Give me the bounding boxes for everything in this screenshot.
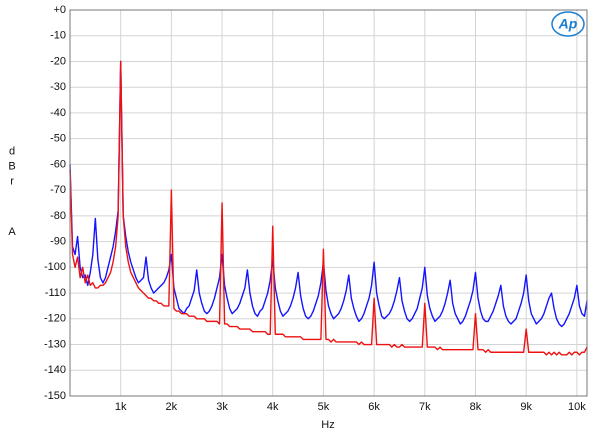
y-tick-label: -100	[44, 261, 66, 273]
y-tick-label: -30	[50, 81, 66, 93]
plot-frame	[69, 9, 588, 397]
y-tick-label: -60	[50, 158, 66, 170]
y-axis-label: A	[8, 226, 16, 238]
y-tick-label: -150	[44, 390, 66, 402]
x-tick-label: 1k	[115, 401, 127, 413]
y-tick-label: -80	[50, 210, 66, 222]
x-tick-label: 4k	[267, 401, 279, 413]
y-tick-label: +0	[53, 4, 66, 16]
y-tick-label: -90	[50, 236, 66, 248]
logo-text: Ap	[558, 16, 578, 32]
series-line	[69, 60, 588, 328]
x-tick-label: 9k	[520, 401, 532, 413]
logo-ring	[551, 11, 585, 37]
y-tick-label: -10	[50, 30, 66, 42]
x-tick-label: 2k	[166, 401, 178, 413]
y-tick-label: -70	[50, 184, 66, 196]
y-tick-label: -130	[44, 338, 66, 350]
y-tick-label: -40	[50, 107, 66, 119]
series-line	[69, 60, 588, 356]
y-tick-label: -120	[44, 313, 66, 325]
y-tick-label: -50	[50, 133, 66, 145]
y-tick-label: -110	[45, 287, 66, 299]
x-tick-label: 5k	[318, 401, 330, 413]
y-tick-label: -20	[50, 55, 66, 67]
x-tick-label: 10k	[568, 401, 586, 413]
y-tick-label: -140	[44, 364, 66, 376]
y-axis-label: dBr	[6, 146, 18, 191]
plot-lines	[69, 60, 588, 356]
x-tick-label: 8k	[470, 401, 482, 413]
x-tick-label: 6k	[368, 401, 380, 413]
x-axis-label: Hz	[321, 419, 334, 431]
x-tick-label: 7k	[419, 401, 431, 413]
x-tick-label: 3k	[216, 401, 228, 413]
logo: Ap	[551, 11, 585, 37]
